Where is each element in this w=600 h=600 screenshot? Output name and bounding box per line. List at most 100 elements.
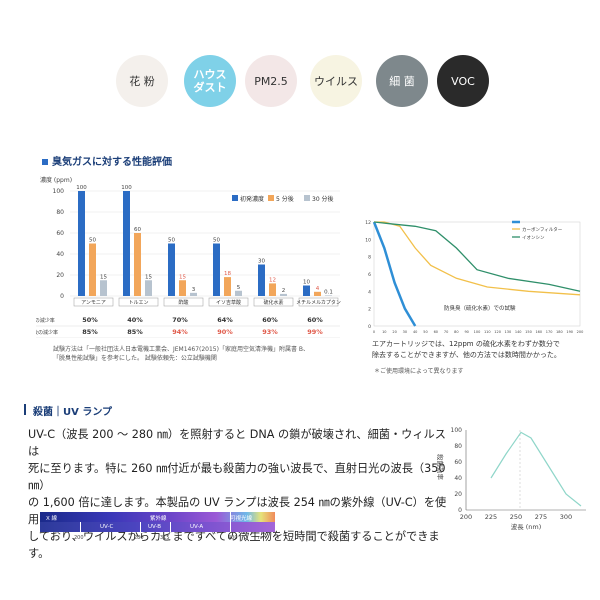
legend-swatch [232,195,238,201]
category-label: 酢酸 [178,299,188,306]
x-tick-label: 120 [494,330,501,334]
y-tick-label: 100 [451,427,463,434]
bar-value-label: 60 [134,227,141,233]
legend-label: カーボンフィルター [522,226,563,233]
y-tick-label: 60 [454,459,462,466]
bar-value-label: 3 [192,287,196,293]
uv-description-line: しており、ウイルスからカビまですべての微生物を短時間で殺菌することができます。 [28,530,440,560]
bar-value-label: 18 [224,271,231,277]
reduction-rate-30min: 93% [262,328,278,336]
reduction-rate-5min: 60% [262,316,278,324]
x-tick-label: 90 [464,330,468,334]
y-tick-label: 8 [368,255,371,261]
y-tick-label: 100 [53,188,65,195]
y-tick-label: 10 [365,237,371,243]
category-box [163,297,204,307]
category-label: イソ吉草酸 [216,299,241,306]
y-tick-label: 0 [458,507,462,514]
x-tick-label: 200 [577,330,584,334]
x-tick-label: 50 [423,330,427,334]
bar [78,191,85,296]
xray-label: X 線 [46,516,58,522]
reduction-rate-30min: 99% [307,328,323,336]
uv-description-line: UV-C（波長 200 ～ 280 ㎚）を照射すると DNA の鎖が破壊され、細… [28,428,446,458]
x-tick-label: 70 [444,330,448,334]
x-tick-label: 100 [474,330,481,334]
x-tick-label: 190 [566,330,573,334]
x-tick-label: 200 [460,513,472,521]
x-tick-label: 180 [556,330,563,334]
reduction-rate-5min: 40% [127,316,143,324]
comparison-note: ＊ご使用環境によって異なります [374,368,464,375]
comparison-text-line: エアカートリッジでは、12ppm の硫化水素をわずか数分で [372,340,560,348]
bar [100,280,107,296]
x-tick-label: 80 [454,330,458,334]
spectrum-tick: 315 [160,535,170,541]
odor-bar-chart: 濃度 (ppm) 0 20 40 60 80 100 100 50 15 アンモニア 50% 85% 10… [36,176,341,338]
row-label-30min: 30 分後の減少率 [36,329,58,336]
uv-description-line: 死に至ります。特に 260 ㎚付近が最も殺菌力の強い波長で、直射日光の波長（35… [28,462,446,492]
y-tick-label: 0 [60,293,64,300]
x-tick-label: 150 [525,330,532,334]
bar-value-label: 5 [237,285,241,291]
y-tick-label: 40 [454,475,462,482]
x-tick-label: 160 [535,330,542,334]
bar-value-label: 100 [121,185,132,191]
reduction-rate-5min: 50% [82,316,98,324]
y-tick-label: 20 [454,491,462,498]
bar [235,290,242,296]
legend-label: 5 分後 [276,195,294,203]
category-box [73,297,114,307]
reduction-rate-30min: 85% [127,328,143,336]
bar [325,295,332,296]
filter-kafun: 花 粉 [116,55,168,107]
y-tick-label: 60 [56,230,64,237]
bar-value-label: 15 [179,274,186,280]
y-tick-label: 80 [56,209,64,216]
x-tick-label: 170 [546,330,553,334]
legend-label: 30 分後 [312,195,334,203]
filter-pm25: PM2.5 [245,55,297,107]
x-tick-label: 110 [484,330,491,334]
bar-value-label: 12 [269,277,276,283]
bar-value-label: 10 [303,280,310,286]
x-tick-label: 10 [382,330,386,334]
uva-label: UV-A [190,524,204,530]
bar-value-label: 50 [213,238,220,244]
bar [145,280,152,296]
y-tick-label: 2 [368,307,371,313]
spectrum-tick: 200 [74,535,84,541]
y-tick-label: 12 [365,220,371,226]
x-tick-label: 40 [413,330,417,334]
odor-test-note-line: 「脱臭性能試験」を参考にした。 試験依頼先：公立試験機関 [53,355,217,362]
bar [314,291,321,296]
comparison-description: エアカートリッジでは、12ppm の硫化水素をわずか数分で 除去することができま… [372,339,561,361]
bar [280,293,287,296]
series-line [373,221,581,292]
plot-annotation: 防臭臭（硫化水素）での試験 [444,304,516,312]
bar [179,280,186,296]
bar [168,243,175,296]
spectrum-tick: 280 [134,535,144,541]
reduction-rate-5min: 60% [307,316,323,324]
bar-value-label: 50 [89,238,96,244]
bar-value-label: 2 [282,288,286,294]
spectrum-unit: nm [258,535,267,541]
y-axis-label: 殺菌効率 [436,454,445,481]
x-tick-label: 225 [485,513,497,521]
row-label-5min: 5 分後の減少率 [36,317,55,324]
germicidal-curve [490,431,582,507]
x-tick-label: 140 [515,330,522,334]
uvb-label: UV-B [148,524,162,530]
filter-voc: VOC [437,55,489,107]
reduction-rate-5min: 70% [172,316,188,324]
category-box [208,297,249,307]
bar-value-label: 4 [316,286,320,292]
reduction-rate-5min: 64% [217,316,233,324]
uvc-label: UV-C [100,524,114,530]
category-label: 硫化水素 [263,299,283,306]
y-tick-label: 6 [368,272,371,278]
y-tick-label: 4 [368,289,371,295]
bar [269,283,276,296]
category-label: トルエン [128,300,148,306]
